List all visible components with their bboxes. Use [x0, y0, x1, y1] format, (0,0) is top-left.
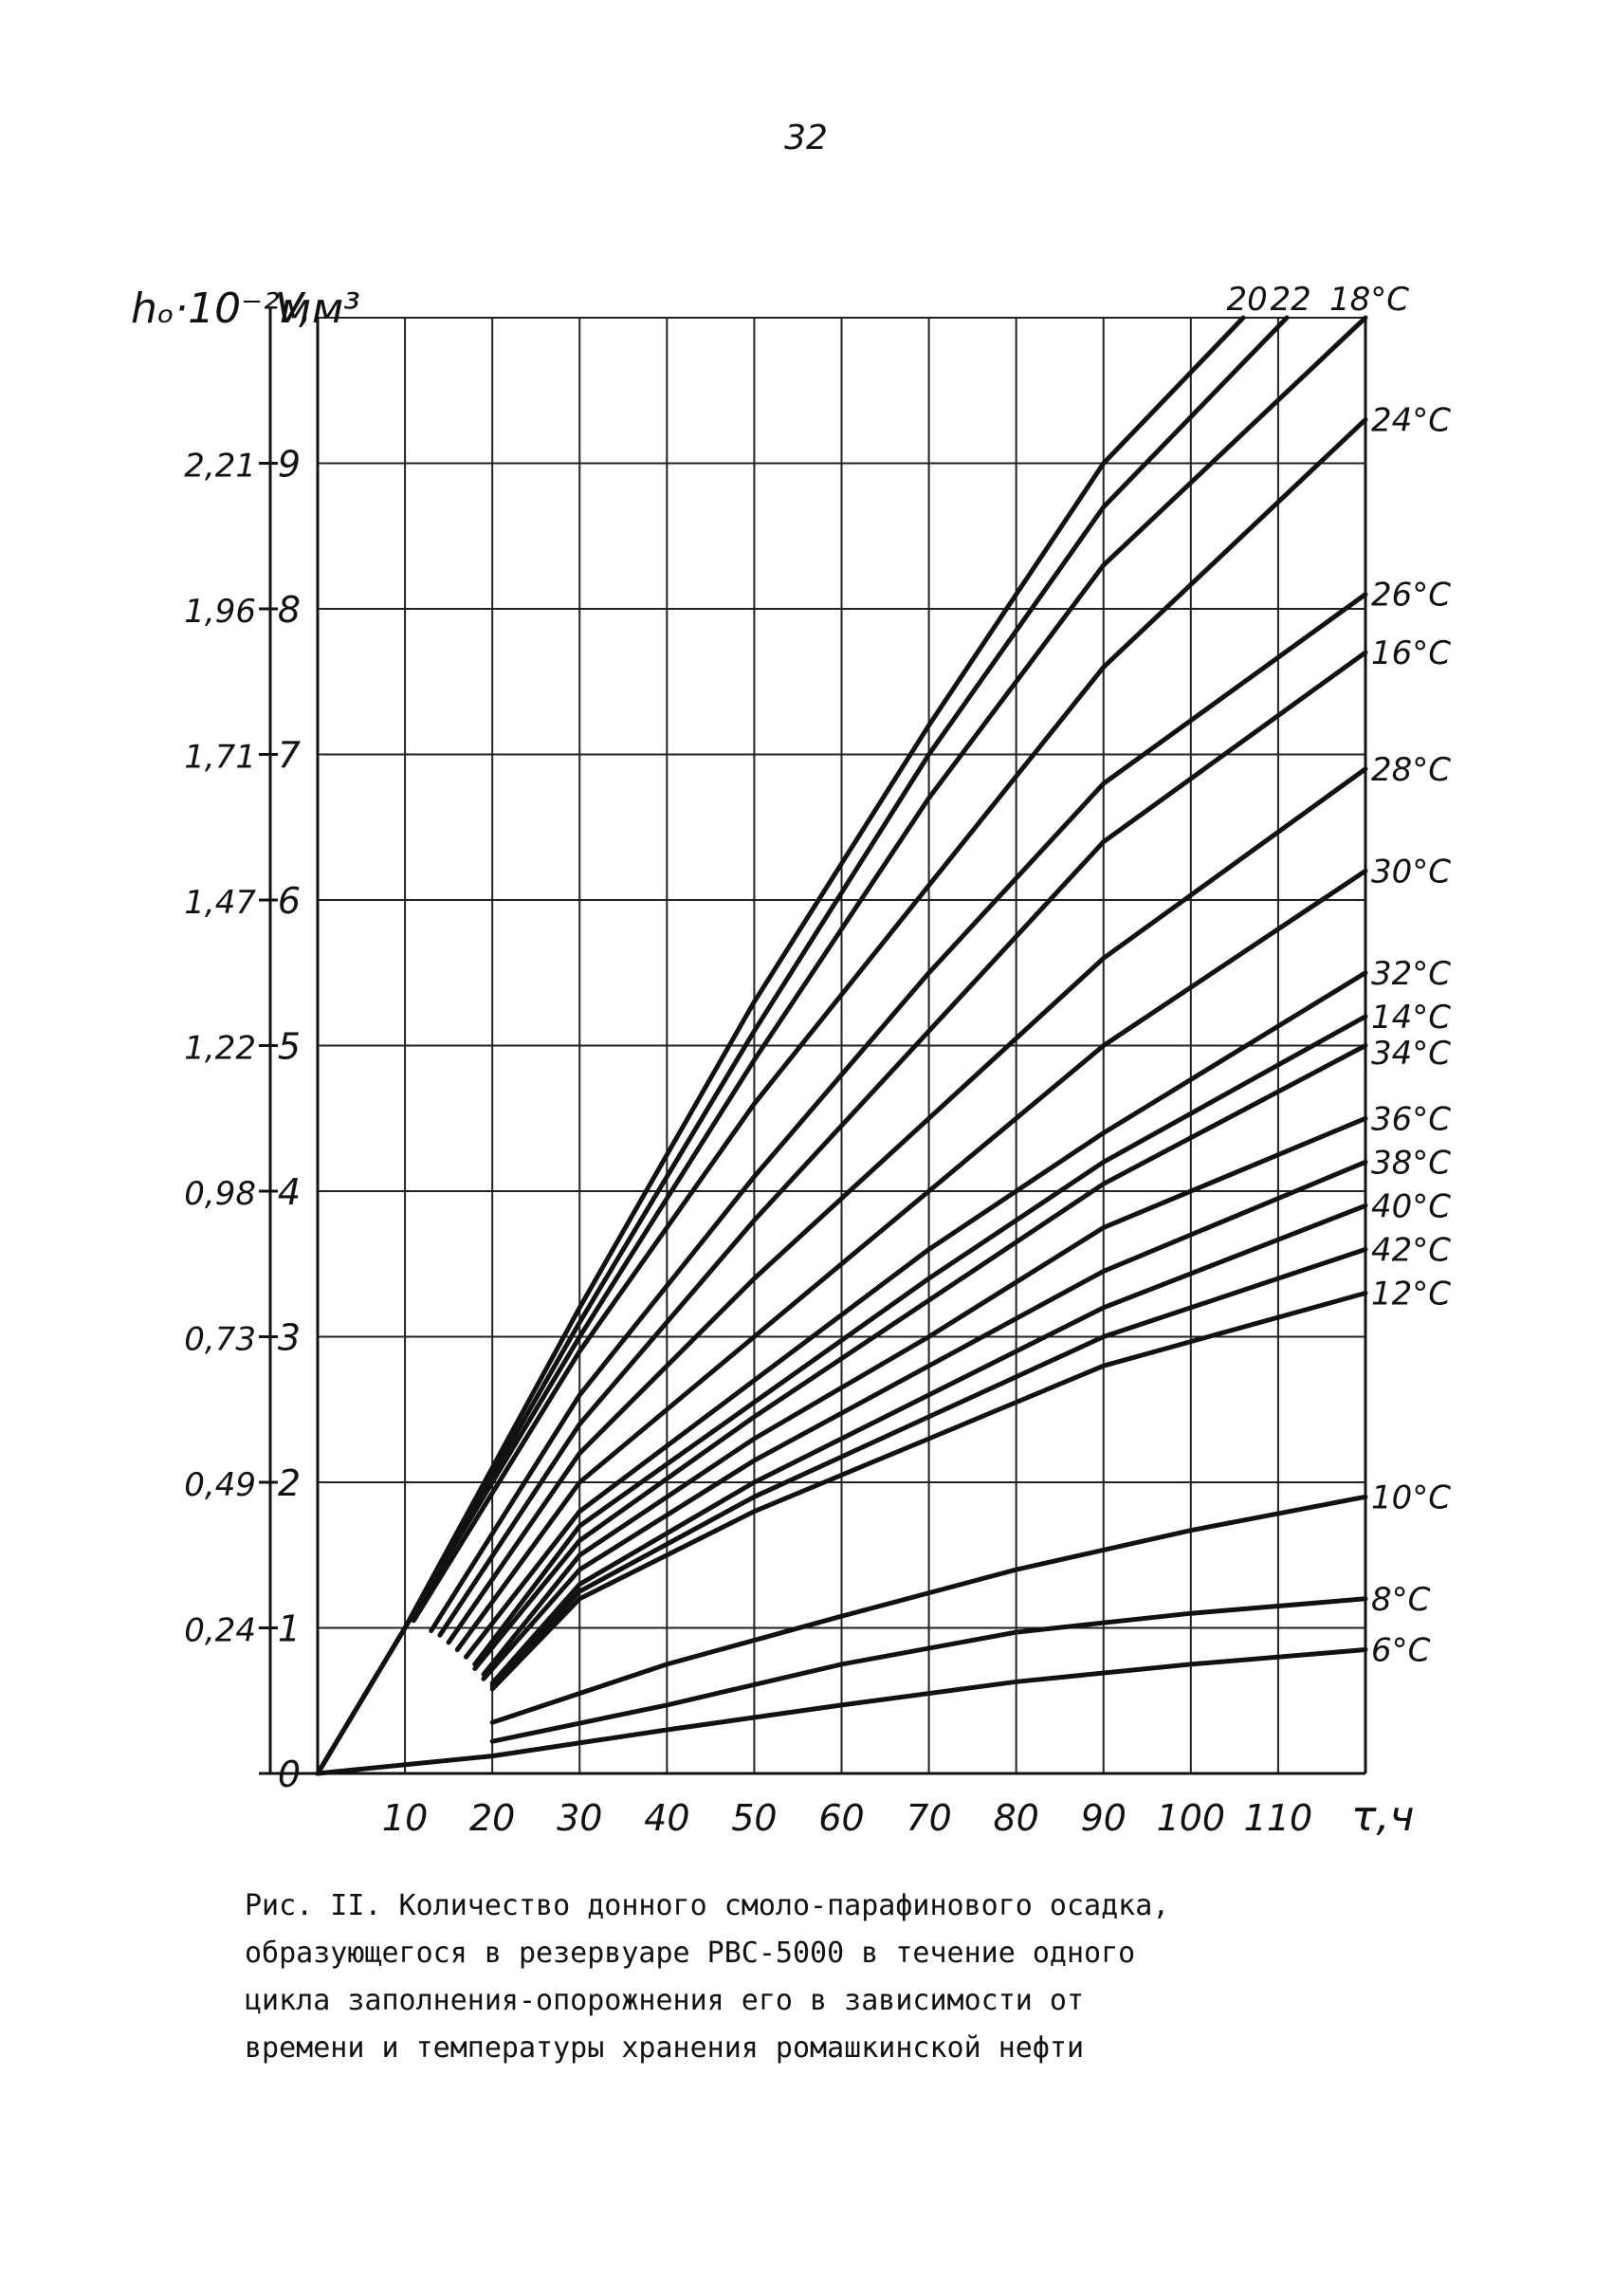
h-tick-label: 0,98 — [184, 1175, 256, 1213]
y-tick-label: 9 — [278, 444, 301, 486]
series-label: 36°C — [1371, 1100, 1451, 1138]
series-label: 18°C — [1329, 281, 1409, 319]
x-tick-label: 100 — [1157, 1797, 1226, 1839]
series-label: 16°C — [1371, 634, 1451, 672]
curves — [315, 315, 1368, 1776]
series-line — [489, 1246, 1368, 1689]
tick-labels: 10 20 30 40 50 60 70 80 90 100 110 0 1 2 3 4 5 6 7 8 9 0,24 0,… — [184, 444, 1312, 1840]
series-line — [489, 1203, 1368, 1686]
x-axis-title: τ,ч — [1351, 1792, 1414, 1841]
series-label: 6°C — [1371, 1632, 1431, 1670]
series-labels: 20 22 18°C 24°C 26°C 16°C 28°C 30°C 32°C 14°C34°C… — [1226, 281, 1451, 1670]
h-tick-label: 0,73 — [184, 1321, 256, 1359]
y-tick-label: 6 — [278, 880, 301, 922]
h-tick-label: 1,22 — [184, 1030, 256, 1068]
y-tick-label: 7 — [278, 735, 301, 777]
series-label: 22 — [1270, 281, 1310, 319]
series-line — [437, 650, 1368, 1638]
h-axis-title: hₒ·10⁻²м — [131, 285, 311, 333]
y-tick-label: 1 — [278, 1608, 301, 1650]
series-line — [489, 1494, 1368, 1725]
y-tick-label: 3 — [278, 1317, 301, 1359]
h-tick-label: 1,47 — [184, 884, 256, 922]
x-tick-label: 110 — [1244, 1797, 1313, 1839]
h-tick-label: 1,96 — [184, 593, 256, 631]
series-line — [481, 1115, 1368, 1678]
series-label: 28°C — [1371, 751, 1451, 789]
x-tick-label: 30 — [557, 1797, 602, 1839]
series-line — [315, 1647, 1368, 1776]
h-tick-label: 0,24 — [184, 1612, 256, 1650]
series-line — [472, 1014, 1368, 1667]
y-axis-title: V,м³ — [275, 285, 360, 333]
series-line — [429, 592, 1368, 1634]
series-line — [489, 1291, 1368, 1692]
series-label: 30°C — [1371, 853, 1451, 891]
y-tick-label: 0 — [278, 1754, 301, 1795]
x-tick-label: 40 — [644, 1797, 689, 1839]
series-label: 42°C — [1371, 1231, 1451, 1269]
x-tick-label: 80 — [993, 1797, 1038, 1839]
h-tick-label: 0,49 — [184, 1466, 256, 1504]
x-tick-label: 60 — [818, 1797, 864, 1839]
series-line — [489, 1596, 1368, 1744]
series-label: 26°C — [1371, 577, 1451, 615]
series-label: 32°C — [1371, 955, 1451, 993]
series-label: 8°C — [1371, 1581, 1431, 1619]
series-line — [315, 315, 1368, 1776]
h-tick-label: 1,71 — [184, 739, 256, 777]
grid — [268, 308, 1367, 1775]
series-line — [464, 970, 1368, 1660]
y-tick-label: 8 — [278, 589, 301, 631]
x-tick-label: 10 — [382, 1797, 428, 1839]
x-tick-label: 90 — [1081, 1797, 1127, 1839]
x-tick-label: 70 — [906, 1797, 951, 1839]
series-label: 40°C — [1371, 1187, 1451, 1225]
series-line — [481, 1159, 1368, 1681]
series-label: 34°C — [1371, 1035, 1451, 1073]
series-label: 38°C — [1371, 1144, 1451, 1182]
series-line — [411, 416, 1368, 1624]
y-tick-label: 4 — [278, 1171, 301, 1213]
h-tick-label: 2,21 — [184, 448, 256, 486]
figure-caption: Рис. II. Количество донного смоло-парафи… — [245, 1889, 1170, 2065]
x-tick-label: 20 — [469, 1797, 515, 1839]
y-tick-label: 2 — [278, 1462, 301, 1504]
x-tick-label: 50 — [731, 1797, 777, 1839]
series-line — [472, 1043, 1368, 1671]
y-tick-label: 5 — [278, 1026, 301, 1068]
series-label: 24°C — [1371, 401, 1451, 439]
series-label: 20 — [1226, 281, 1267, 319]
series-line — [454, 868, 1368, 1652]
page-number: 32 — [784, 119, 828, 157]
series-label: 14°C — [1371, 999, 1451, 1037]
series-label: 10°C — [1371, 1479, 1451, 1516]
series-line — [446, 766, 1368, 1645]
series-label: 12°C — [1371, 1275, 1451, 1313]
